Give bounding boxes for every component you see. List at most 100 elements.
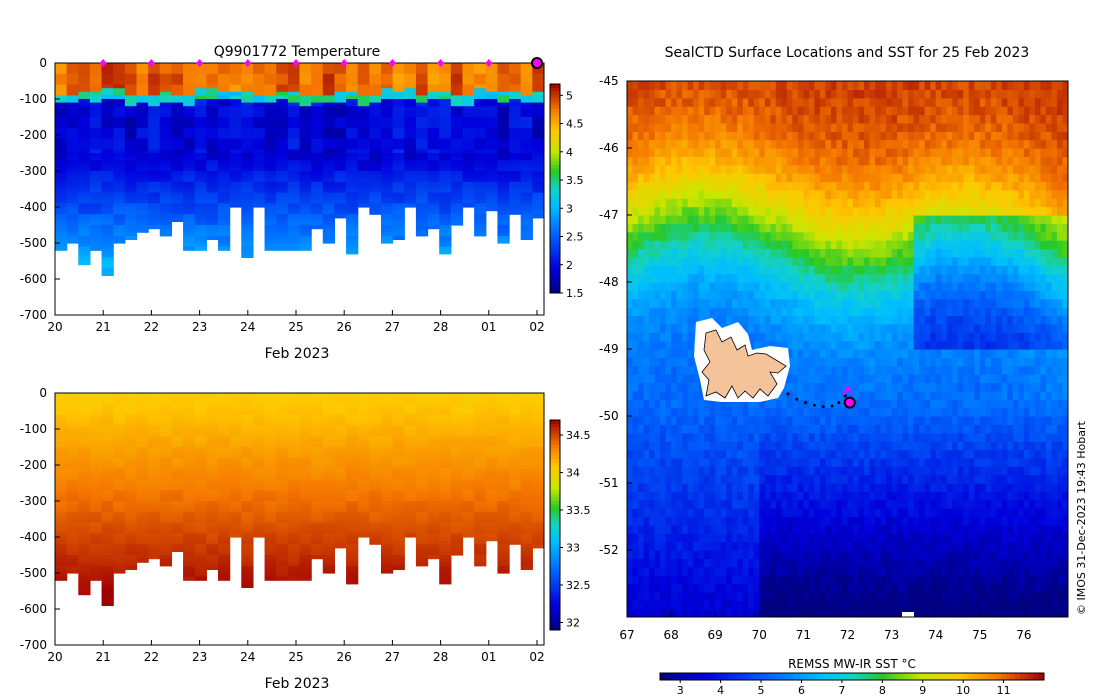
section-cell <box>136 544 149 549</box>
section-cell <box>311 447 324 452</box>
section-cell <box>311 142 324 147</box>
sst-cell <box>627 600 634 610</box>
sst-cell <box>632 524 639 534</box>
section-cell <box>113 432 126 437</box>
section-cell <box>520 138 533 143</box>
section-cell <box>346 468 359 473</box>
section-cell <box>159 81 173 86</box>
sst-cell <box>627 508 634 518</box>
sst-cell <box>638 499 645 509</box>
sst-cell <box>627 432 634 442</box>
colorbar-swatch <box>550 427 560 431</box>
section-cell <box>287 66 301 71</box>
section-cell <box>206 411 219 416</box>
section-cell <box>450 429 464 434</box>
sst-cell <box>654 315 661 325</box>
sst-cell <box>654 508 661 518</box>
colorbar-swatch <box>550 507 560 512</box>
sst-cell <box>660 198 667 208</box>
section-cell <box>381 95 394 100</box>
section-cell <box>89 400 103 405</box>
section-cell <box>252 117 266 122</box>
section-cell <box>311 555 324 560</box>
section-cell <box>113 221 126 226</box>
colorbar-swatch <box>550 514 560 519</box>
section-cell <box>450 192 464 197</box>
section-cell <box>136 84 149 89</box>
section-cell <box>520 454 533 459</box>
sst-cell <box>654 449 661 459</box>
section-cell <box>322 508 336 513</box>
section-cell <box>218 91 231 96</box>
section-cell <box>136 217 149 222</box>
sst-cell <box>676 315 683 325</box>
section-cell <box>532 142 544 147</box>
section-cell <box>206 142 219 147</box>
section-cell <box>346 171 359 176</box>
section-cell <box>194 393 207 398</box>
section-cell <box>322 479 336 484</box>
section-cell <box>346 479 359 484</box>
section-cell <box>136 511 149 516</box>
sst-cell <box>676 173 683 183</box>
section-cell <box>206 232 219 237</box>
section-cell <box>55 522 68 527</box>
section-cell <box>206 490 219 495</box>
sst-cell <box>649 474 656 484</box>
section-cell <box>78 450 91 455</box>
section-cell <box>171 203 184 208</box>
section-cell <box>439 131 452 136</box>
section-cell <box>299 138 312 143</box>
section-cell <box>334 63 347 68</box>
section-cell <box>89 497 103 502</box>
section-cell <box>113 113 126 118</box>
sst-cell <box>654 307 661 317</box>
section-cell <box>322 396 336 401</box>
section-cell <box>427 551 440 556</box>
section-cell <box>474 88 487 93</box>
sst-cell <box>649 382 656 392</box>
section-cell <box>206 396 219 401</box>
section-cell <box>299 228 312 233</box>
section-cell <box>427 199 440 204</box>
section-cell <box>194 145 207 150</box>
section-cell <box>136 443 149 448</box>
section-cell <box>241 156 254 161</box>
section-cell <box>357 475 370 480</box>
section-cell <box>497 421 510 426</box>
section-cell <box>369 403 382 408</box>
section-cell <box>439 555 452 560</box>
section-cell <box>322 73 336 78</box>
section-cell <box>124 81 138 86</box>
sst-cell <box>632 566 639 576</box>
section-cell <box>474 120 487 125</box>
section-cell <box>136 91 149 96</box>
sst-cell <box>632 307 639 317</box>
section-cell <box>532 124 544 129</box>
section-cell <box>369 171 382 176</box>
sst-cell <box>649 248 656 258</box>
section-cell <box>311 163 324 168</box>
section-cell <box>264 439 277 444</box>
section-cell <box>357 483 370 488</box>
sst-cell <box>671 298 678 308</box>
section-cell <box>509 447 522 452</box>
section-cell <box>450 106 464 111</box>
section-cell <box>404 84 417 89</box>
section-cell <box>287 522 301 527</box>
profile-marker <box>292 59 300 67</box>
section-cell <box>218 102 231 107</box>
section-cell <box>66 149 79 154</box>
section-cell <box>497 565 510 570</box>
section-cell <box>427 120 440 125</box>
section-cell <box>66 95 79 100</box>
section-cell <box>334 189 347 194</box>
section-cell <box>415 411 429 416</box>
section-cell <box>183 465 196 470</box>
section-cell <box>101 235 114 240</box>
section-cell <box>346 225 359 230</box>
sst-cell <box>643 298 650 308</box>
section-cell <box>218 468 231 473</box>
section-cell <box>299 400 312 405</box>
sst-cell <box>671 608 678 617</box>
